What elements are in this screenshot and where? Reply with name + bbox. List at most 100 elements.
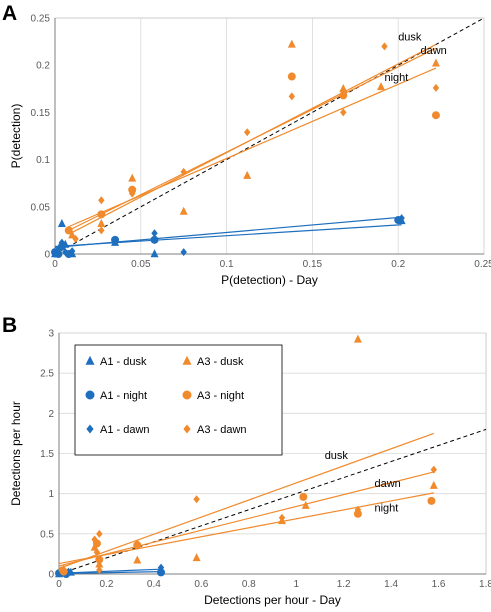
chart-a-point-a1-dusk (150, 249, 159, 258)
chart-b-x-tick-label: 0.2 (99, 579, 113, 590)
chart-b-point-a3-dusk (353, 334, 362, 343)
chart-b-line-label: night (375, 502, 399, 514)
chart-b-point-a3-dusk (429, 480, 438, 489)
chart-b-y-tick-label: 0 (48, 570, 54, 581)
chart-a-point-a3-dusk (243, 170, 252, 179)
chart-a-point-a1-dawn (55, 245, 62, 254)
chart-b-point-a3-dusk (301, 500, 310, 509)
chart-b-y-tick-label: 3 (48, 329, 54, 340)
chart-b-legend-label: A1 - dawn (100, 424, 150, 436)
chart-a-y-tick-label: 0.25 (31, 14, 51, 25)
chart-a-point-a1-dawn (58, 238, 66, 247)
chart-b-legend-marker (182, 355, 192, 365)
chart-b-trendline-a3-dawn (58, 471, 434, 567)
panel-a-letter: A (2, 2, 17, 25)
chart-b-legend-label: A1 - dusk (100, 356, 147, 368)
chart-b-legend: A1 - dusk A3 - dusk A1 - night A3 - night A1… (74, 344, 283, 456)
chart-a-point-a3-dawn (129, 189, 136, 198)
chart-a-point-a1-dawn (398, 214, 405, 223)
chart-a-point-a3-dawn (98, 226, 105, 235)
chart-b-point-a3-night (427, 496, 436, 505)
chart-b-legend-marker (85, 355, 95, 365)
chart-b-y-axis-title: Detections per hour (9, 401, 23, 506)
chart-a-point-a3-dawn (288, 92, 296, 101)
chart-b-trendline-a1 (58, 570, 162, 575)
chart-b-x-tick-label: 1.8 (479, 579, 491, 590)
chart-a-x-tick-label: 0.15 (303, 259, 323, 270)
chart-b-x-tick-label: 0.6 (194, 579, 208, 590)
chart-b-point-a3-dawn (134, 539, 141, 548)
chart-b-legend-label: A1 - night (100, 390, 147, 402)
chart-b-y-tick-label: 1 (48, 489, 54, 500)
chart-a-line-label: dawn (421, 45, 447, 57)
chart-b-trendline-a1 (58, 568, 162, 574)
chart-a-point-a1-dawn (151, 229, 158, 238)
chart-a-x-tick-label: 0.05 (131, 259, 151, 270)
chart-a-point-a3-night (339, 91, 348, 100)
chart-b-y-tick-label: 2.5 (40, 369, 54, 380)
chart-a-point-a3-dusk (97, 218, 106, 227)
chart-a-point-a3-dawn (243, 128, 251, 137)
chart-a-line-label: night (384, 72, 408, 84)
chart-a-trendline-a3-night (68, 67, 437, 228)
chart-a-point-a3-dawn (432, 83, 440, 92)
chart-a-x-tick-label: 0.2 (391, 259, 405, 270)
chart-a-point-a3-dawn (340, 108, 347, 117)
chart-b-x-tick-label: 0.8 (242, 579, 256, 590)
chart-a-x-tick-label: 0 (52, 259, 58, 270)
chart-a-point-a3-night (64, 226, 73, 235)
chart-a-point-a1-dawn (51, 250, 59, 258)
chart-b-legend-box (74, 344, 283, 456)
chart-b-trendline-a3-night (58, 492, 434, 565)
chart-b-point-a1-dawn (157, 563, 165, 572)
chart-b-x-axis-title: Detections per hour - Day (204, 593, 341, 607)
chart-a-y-tick-label: 0 (44, 250, 50, 261)
chart-b-legend-label: A3 - dusk (197, 356, 244, 368)
chart-b-point-a3-dawn (58, 565, 65, 574)
chart-b-x-tick-label: 1.6 (432, 579, 446, 590)
chart-b-point-a3-night (353, 509, 362, 518)
chart-a-point-a1-night (111, 235, 120, 244)
chart-b-legend-marker (86, 424, 94, 434)
chart-b-trendline-a3-dusk (58, 432, 435, 569)
chart-a-point-a3-dusk (431, 58, 440, 67)
chart-a-point-a3-dawn (381, 42, 388, 51)
chart-b-x-tick-label: 1.2 (337, 579, 351, 590)
chart-b-point-a3-night (95, 555, 104, 564)
chart-b-point-a3-dusk (95, 559, 104, 568)
chart-a-point-a1-dawn (62, 248, 69, 257)
chart-b-line-label: dusk (325, 450, 349, 462)
chart-b-legend-marker (85, 390, 95, 400)
chart-a-point-a1-dusk (57, 218, 66, 227)
chart-a-y-axis-title: P(detection) (9, 104, 23, 169)
chart-b-y-tick-label: 2 (48, 409, 54, 420)
chart-b-point-a3-night (299, 492, 308, 501)
chart-a-point-a3-night (431, 111, 440, 120)
chart-a-point-a3-dawn (180, 167, 187, 176)
chart-b-legend-marker (182, 390, 192, 400)
chart-b-legend-marker (183, 424, 191, 434)
chart-a-point-a3-dusk (287, 39, 296, 48)
chart-panel-b: 0 0.2 0.4 0.6 0.8 1 1.2 1.4 1.6 1.8 0 0.5 1 1.5 2 2.5 3 D… (9, 329, 491, 608)
chart-b-point-a1-night (157, 568, 166, 577)
chart-a-x-tick-label: 0.25 (474, 259, 491, 270)
chart-a-point-a3-dawn (72, 234, 79, 243)
chart-panel-a: 0 0.05 0.1 0.15 0.2 0.25 0 0.05 0.1 0.15 0.2 0.25 P(… (9, 14, 491, 288)
chart-b-point-a3-dawn (96, 565, 103, 574)
chart-b-point-a3-dawn (278, 513, 286, 522)
chart-a-x-tick-label: 0.1 (220, 259, 234, 270)
chart-a-y-tick-label: 0.2 (36, 61, 50, 72)
chart-b-line-label: dawn (375, 478, 401, 490)
chart-b-point-a3-dusk (133, 555, 142, 564)
chart-b-point-a1-dawn (65, 567, 72, 576)
chart-a-point-a3-dusk (179, 206, 188, 215)
chart-a-trendline-a1 (54, 224, 402, 248)
chart-a-point-a3-night (287, 72, 296, 81)
chart-a-point-a3-dusk (339, 84, 348, 92)
chart-a-point-a3-dusk (377, 82, 386, 91)
chart-b-y-tick-label: 0.5 (40, 529, 54, 540)
chart-b-y-tick-label: 1.5 (40, 449, 54, 460)
chart-b-x-tick-label: 0 (56, 579, 62, 590)
chart-b-point-a3-dawn (93, 548, 101, 557)
chart-b-x-tick-label: 0.4 (147, 579, 161, 590)
